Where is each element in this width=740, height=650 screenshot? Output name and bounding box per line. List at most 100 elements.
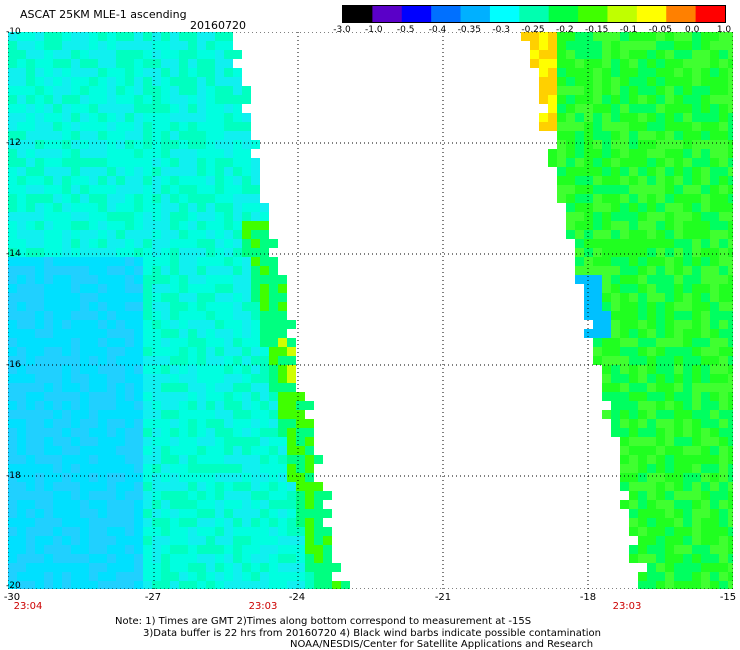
data-cell	[611, 185, 620, 194]
data-cell	[260, 401, 269, 410]
data-cell	[710, 158, 719, 167]
data-cell	[305, 455, 314, 464]
data-cell	[215, 185, 224, 194]
data-cell	[53, 230, 62, 239]
data-cell	[125, 257, 134, 266]
data-cell	[638, 302, 647, 311]
data-cell	[548, 122, 557, 131]
data-cell	[224, 509, 233, 518]
data-cell	[44, 347, 53, 356]
data-cell	[107, 104, 116, 113]
data-cell	[296, 545, 305, 554]
data-cell	[161, 482, 170, 491]
data-cell	[125, 536, 134, 545]
data-cell	[674, 419, 683, 428]
data-cell	[188, 77, 197, 86]
data-cell	[170, 518, 179, 527]
data-cell	[701, 473, 710, 482]
data-cell	[71, 149, 80, 158]
data-cell	[107, 122, 116, 131]
data-cell	[674, 428, 683, 437]
data-cell	[197, 464, 206, 473]
data-cell	[665, 68, 674, 77]
data-cell	[53, 545, 62, 554]
data-cell	[152, 131, 161, 140]
data-cell	[719, 482, 728, 491]
data-cell	[206, 302, 215, 311]
data-cell	[710, 302, 719, 311]
data-cell	[170, 41, 179, 50]
data-cell	[593, 185, 602, 194]
data-cell	[269, 293, 278, 302]
data-cell	[539, 113, 548, 122]
data-cell	[107, 527, 116, 536]
data-cell	[71, 122, 80, 131]
data-cell	[602, 230, 611, 239]
data-cell	[701, 437, 710, 446]
data-cell	[206, 482, 215, 491]
data-cell	[683, 293, 692, 302]
data-cell	[692, 572, 701, 581]
data-cell	[728, 464, 733, 473]
data-cell	[125, 113, 134, 122]
data-cell	[629, 410, 638, 419]
data-cell	[638, 428, 647, 437]
data-cell	[647, 221, 656, 230]
data-cell	[116, 32, 125, 41]
data-cell	[170, 230, 179, 239]
x-tick-4: -18	[579, 592, 597, 603]
data-cell	[152, 86, 161, 95]
data-cell	[206, 77, 215, 86]
data-cell	[107, 257, 116, 266]
data-cell	[260, 554, 269, 563]
data-cell	[26, 536, 35, 545]
data-cell	[80, 509, 89, 518]
data-cell	[656, 203, 665, 212]
data-cell	[152, 572, 161, 581]
data-cell	[197, 86, 206, 95]
data-cell	[179, 176, 188, 185]
data-cell	[98, 464, 107, 473]
data-cell	[116, 113, 125, 122]
data-cell	[665, 50, 674, 59]
data-cell	[107, 410, 116, 419]
data-cell	[125, 293, 134, 302]
data-cell	[188, 464, 197, 473]
data-cell	[242, 257, 251, 266]
data-cell	[665, 572, 674, 581]
data-cell	[98, 176, 107, 185]
data-cell	[152, 329, 161, 338]
data-cell	[134, 518, 143, 527]
data-cell	[197, 311, 206, 320]
data-cell	[179, 374, 188, 383]
data-cell	[206, 59, 215, 68]
data-cell	[152, 239, 161, 248]
colorbar-swatch	[489, 6, 520, 22]
data-cell	[251, 419, 260, 428]
data-cell	[674, 365, 683, 374]
data-cell	[179, 536, 188, 545]
data-cell	[44, 86, 53, 95]
data-cell	[656, 509, 665, 518]
data-cell	[278, 509, 287, 518]
data-cell	[215, 140, 224, 149]
data-cell	[206, 572, 215, 581]
data-cell	[188, 455, 197, 464]
data-cell	[161, 320, 170, 329]
data-cell	[620, 275, 629, 284]
data-cell	[71, 329, 80, 338]
data-cell	[143, 140, 152, 149]
data-cell	[728, 230, 733, 239]
data-cell	[719, 455, 728, 464]
data-cell	[548, 149, 557, 158]
data-cell	[188, 86, 197, 95]
data-cell	[152, 311, 161, 320]
data-cell	[224, 518, 233, 527]
data-cell	[251, 185, 260, 194]
data-cell	[35, 518, 44, 527]
data-cell	[638, 194, 647, 203]
data-cell	[710, 581, 719, 589]
data-cell	[611, 131, 620, 140]
data-cell	[179, 473, 188, 482]
data-cell	[710, 320, 719, 329]
